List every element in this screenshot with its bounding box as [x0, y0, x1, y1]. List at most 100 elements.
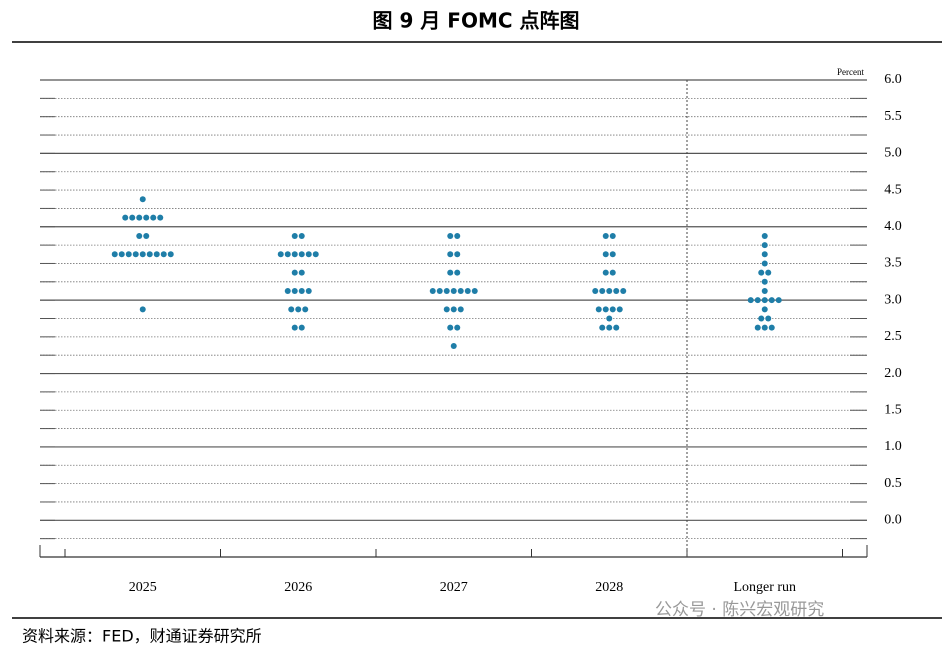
dot — [291, 251, 298, 258]
dot — [754, 324, 761, 331]
unit-label: Percent — [837, 67, 864, 77]
dot — [761, 306, 768, 313]
dot — [747, 297, 754, 304]
dot — [599, 324, 606, 331]
y-tick-label: 3.0 — [884, 292, 902, 307]
dot — [609, 251, 616, 258]
dot — [312, 251, 319, 258]
dot — [450, 306, 457, 313]
dot — [298, 324, 305, 331]
y-tick-label: 0.5 — [884, 476, 902, 491]
x-tick-label: 2025 — [129, 580, 157, 595]
dot — [157, 214, 164, 221]
dot — [450, 343, 457, 350]
dot — [602, 232, 609, 239]
x-tick-label: 2026 — [284, 580, 312, 595]
dot — [609, 269, 616, 276]
dot — [160, 251, 167, 258]
dot — [454, 232, 461, 239]
dot — [454, 251, 461, 258]
dot — [447, 324, 454, 331]
dot — [609, 306, 616, 313]
y-tick-label: 5.5 — [884, 109, 902, 124]
dot — [167, 251, 174, 258]
dot — [136, 214, 143, 221]
watermark: 公众号 · 陈兴宏观研究 — [655, 600, 824, 620]
dot — [118, 251, 125, 258]
dot — [443, 306, 450, 313]
dot — [765, 315, 772, 322]
x-tick-label: 2027 — [440, 580, 468, 595]
y-tick-label: 2.5 — [884, 329, 902, 344]
dot — [599, 287, 606, 294]
dot — [758, 269, 765, 276]
dot — [302, 306, 309, 313]
dot — [616, 306, 623, 313]
dot — [761, 278, 768, 285]
y-tick-label: 6.0 — [884, 72, 902, 87]
dot — [136, 232, 143, 239]
dot — [447, 251, 454, 258]
dot — [443, 287, 450, 294]
dot — [768, 297, 775, 304]
dot — [602, 251, 609, 258]
chart-title: 图 9 月 FOMC 点阵图 — [372, 9, 579, 33]
dot — [761, 324, 768, 331]
dot — [592, 287, 599, 294]
dot — [298, 269, 305, 276]
dot — [125, 251, 132, 258]
y-tick-label: 4.0 — [884, 219, 902, 234]
dot — [595, 306, 602, 313]
source: 资料来源：FED，财通证券研究所 — [22, 627, 262, 646]
y-tick-label: 2.0 — [884, 366, 902, 381]
dot — [768, 324, 775, 331]
dot — [754, 297, 761, 304]
y-tick-label: 1.5 — [884, 402, 902, 417]
dot — [298, 251, 305, 258]
dot — [132, 251, 139, 258]
dot — [761, 260, 768, 267]
dot — [758, 315, 765, 322]
dot — [765, 269, 772, 276]
dot — [298, 232, 305, 239]
x-tick-label: 2028 — [595, 580, 623, 595]
dot — [606, 324, 613, 331]
dot — [602, 269, 609, 276]
dot — [305, 287, 312, 294]
dot — [447, 269, 454, 276]
dot — [761, 251, 768, 258]
dot — [122, 214, 129, 221]
dot — [298, 287, 305, 294]
y-tick-label: 4.5 — [884, 182, 902, 197]
dot — [429, 287, 436, 294]
dot — [471, 287, 478, 294]
dot — [457, 306, 464, 313]
dot — [464, 287, 471, 294]
dot — [606, 287, 613, 294]
dot — [457, 287, 464, 294]
dot — [775, 297, 782, 304]
dot — [454, 269, 461, 276]
y-tick-label: 5.0 — [884, 146, 902, 161]
dot — [153, 251, 160, 258]
dot — [609, 232, 616, 239]
dot — [305, 251, 312, 258]
x-tick-label: Longer run — [733, 580, 796, 595]
dot — [613, 324, 620, 331]
dot — [139, 196, 146, 203]
dot — [288, 306, 295, 313]
dot — [447, 232, 454, 239]
dot — [291, 269, 298, 276]
dot — [129, 214, 136, 221]
dot — [277, 251, 284, 258]
dot — [761, 242, 768, 249]
dot — [761, 287, 768, 294]
dot — [761, 297, 768, 304]
y-tick-label: 3.5 — [884, 256, 902, 271]
y-tick-label: 0.0 — [884, 513, 902, 528]
dot — [613, 287, 620, 294]
dot — [291, 287, 298, 294]
y-tick-label: 1.0 — [884, 439, 902, 454]
dot — [602, 306, 609, 313]
